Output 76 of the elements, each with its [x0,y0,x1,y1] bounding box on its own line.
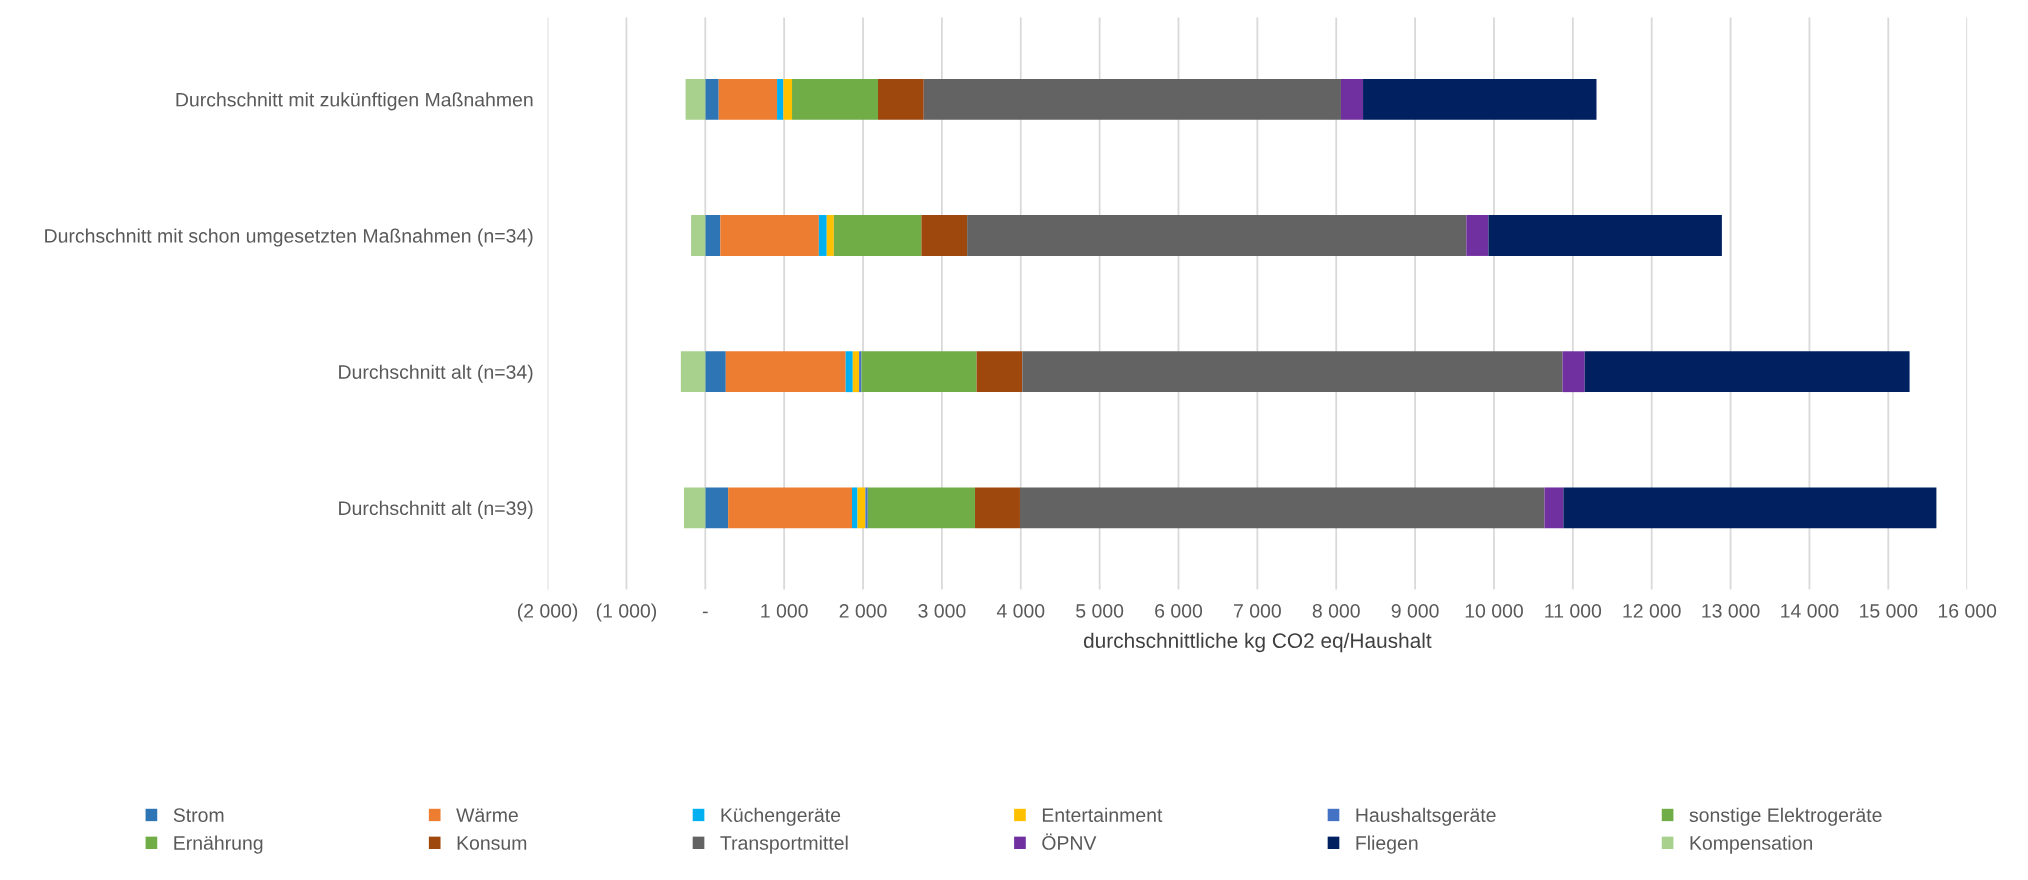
bar [1562,351,1585,393]
x-tick-label: 13 000 [1702,604,1760,618]
bar [718,78,778,120]
bar [691,215,706,256]
x-tick-label: 16 000 [1938,604,1997,618]
bar [1584,351,1910,393]
x-axis-title: durchschnittliche kg CO2 eq/Haushalt [1083,632,1432,653]
x-tick-label: - [702,611,708,614]
x-tick-label: 6 000 [1155,604,1203,618]
legend-label: sonstige Elektrogeräte [1689,807,1882,826]
x-tick-label: (1 000) [596,603,657,622]
bar [967,215,1467,256]
bar [1340,78,1364,120]
legend-label: Konsum [457,836,527,850]
x-tick-label: 2 000 [839,604,887,618]
bar [705,215,721,256]
legend-label: Haushaltsgeräte [1356,807,1496,826]
bar [725,351,846,393]
bar [861,351,977,393]
bar [720,215,819,256]
x-tick-label: 4 000 [996,604,1045,618]
bar [728,487,852,529]
x-tick-label: 1 000 [761,604,808,618]
bar [833,215,922,256]
bar [1466,215,1489,256]
bar [1488,215,1722,256]
bar [705,351,726,393]
x-tick-label: 7 000 [1234,604,1281,618]
bar [818,215,827,256]
bar [826,215,834,256]
legend-label: Strom [173,808,224,823]
legend-label: Wärme [456,808,518,823]
bar [783,78,793,120]
bar [976,351,1023,393]
x-tick-label: 14 000 [1781,604,1839,618]
bar [1363,78,1597,120]
bar [705,78,719,120]
bar [1544,487,1564,529]
bar [878,78,924,120]
legend-label: Entertainment [1042,807,1163,823]
x-tick-label: 10 000 [1465,604,1523,618]
bar [1563,487,1937,529]
bar [1019,487,1545,529]
bar [685,78,706,120]
legend-label: Transportmittel [720,835,848,854]
x-tick-label: 3 000 [918,604,966,618]
y-tick-label: Durchschnitt alt (n=34) [339,364,533,383]
bar [921,215,968,256]
legend-label: Küchengeräte [721,807,841,826]
bar [867,487,976,529]
bar [923,78,1341,120]
x-tick-label: 12 000 [1623,604,1681,618]
x-tick-label: 15 000 [1860,604,1918,618]
x-tick-label: 11 000 [1545,604,1602,618]
x-tick-label: 8 000 [1312,604,1360,618]
bar [851,487,858,529]
x-tick-label: 9 000 [1391,604,1439,618]
legend-label: Kompensation [1690,835,1813,854]
y-tick-label: Durchschnitt mit zukünftigen Maßnahmen [176,92,533,111]
bar [852,351,860,393]
bar [845,351,853,393]
bar [975,487,1020,529]
bar [865,487,868,529]
bar [1022,351,1563,393]
y-tick-label: Durchschnitt alt (n=39) [339,500,533,519]
legend-label: Ernährung [174,835,263,854]
legend-label: Fliegen [1356,835,1418,854]
bar [777,78,784,120]
bar [705,487,729,529]
bar [792,78,879,120]
legend-label: ÖPNV [1042,833,1097,850]
bar [680,351,706,393]
x-tick-label: (2 000) [517,603,578,622]
y-tick-label: Durchschnitt mit schon umgesetzten Maßnahmen (n=34) [45,228,533,247]
bar [684,487,706,529]
x-tick-label: 5 000 [1076,604,1124,618]
